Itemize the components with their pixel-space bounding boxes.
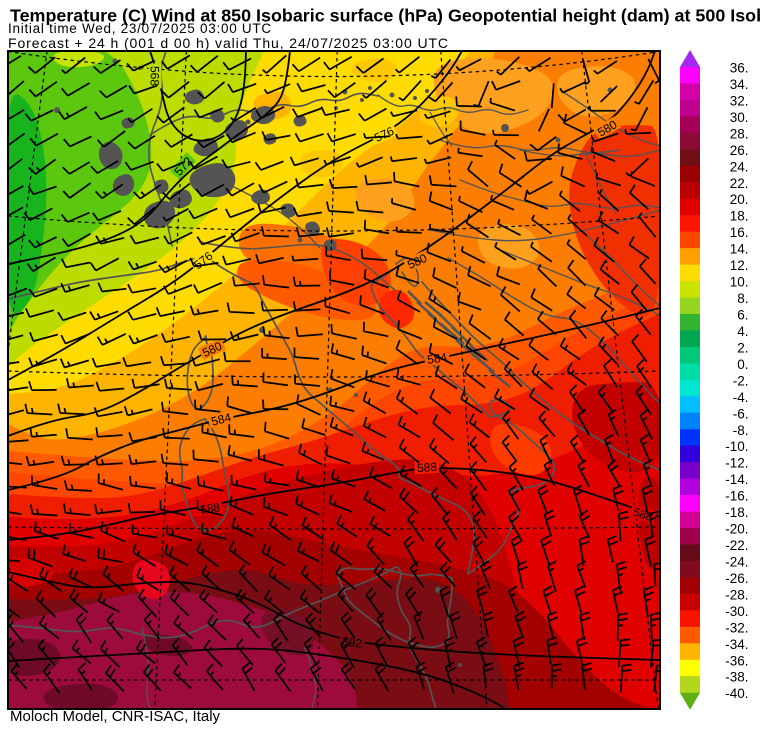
svg-text:0.: 0. — [737, 357, 748, 372]
svg-text:-30.: -30. — [725, 604, 748, 619]
svg-text:-22.: -22. — [725, 538, 748, 553]
svg-text:-20.: -20. — [725, 522, 748, 537]
svg-text:Temperature (C) Wind at 850 I: Temperature (C) Wind at 850 Isobaric sur… — [10, 6, 760, 26]
svg-text:-32.: -32. — [725, 620, 748, 635]
svg-text:588: 588 — [631, 505, 655, 525]
svg-text:28.: 28. — [730, 126, 749, 141]
svg-text:Forecast + 24 h (001 d 00 h: Forecast + 24 h (001 d 00 h) valid Thu, … — [8, 35, 449, 51]
svg-text:-26.: -26. — [725, 571, 748, 586]
svg-text:22.: 22. — [730, 176, 749, 191]
svg-text:12.: 12. — [730, 258, 749, 273]
svg-text:584: 584 — [210, 410, 233, 429]
svg-text:568: 568 — [148, 66, 162, 86]
svg-text:-8.: -8. — [733, 423, 749, 438]
svg-text:-40.: -40. — [725, 686, 748, 701]
svg-text:4.: 4. — [737, 324, 748, 339]
svg-text:-12.: -12. — [725, 456, 748, 471]
svg-text:32.: 32. — [730, 93, 749, 108]
svg-text:24.: 24. — [730, 159, 749, 174]
svg-text:16.: 16. — [730, 225, 749, 240]
svg-text:-18.: -18. — [725, 505, 748, 520]
svg-text:588: 588 — [417, 460, 438, 475]
svg-text:588: 588 — [199, 500, 221, 517]
svg-text:-28.: -28. — [725, 587, 748, 602]
svg-text:8.: 8. — [737, 291, 748, 306]
svg-text:-14.: -14. — [725, 472, 748, 487]
svg-text:-10.: -10. — [725, 439, 748, 454]
svg-text:-34.: -34. — [725, 637, 748, 652]
svg-text:-4.: -4. — [733, 390, 749, 405]
svg-text:Initial time Wed, 23/07/2025: Initial time Wed, 23/07/2025 03:00 UTC — [8, 21, 272, 36]
svg-text:6.: 6. — [737, 308, 748, 323]
svg-text:10.: 10. — [730, 275, 749, 290]
svg-text:-16.: -16. — [725, 489, 748, 504]
svg-text:-6.: -6. — [733, 406, 749, 421]
svg-text:-36.: -36. — [725, 653, 748, 668]
svg-text:18.: 18. — [730, 209, 749, 224]
svg-text:26.: 26. — [730, 143, 749, 158]
svg-text:Moloch Model, CNR-ISAC, Italy: Moloch Model, CNR-ISAC, Italy — [10, 708, 221, 725]
svg-text:14.: 14. — [730, 242, 749, 257]
svg-text:-24.: -24. — [725, 555, 748, 570]
svg-text:20.: 20. — [730, 192, 749, 207]
svg-text:36.: 36. — [730, 61, 749, 76]
svg-text:-2.: -2. — [733, 373, 749, 388]
svg-text:30.: 30. — [730, 110, 749, 125]
svg-text:2.: 2. — [737, 340, 748, 355]
svg-text:34.: 34. — [730, 77, 749, 92]
svg-text:-38.: -38. — [725, 670, 748, 685]
